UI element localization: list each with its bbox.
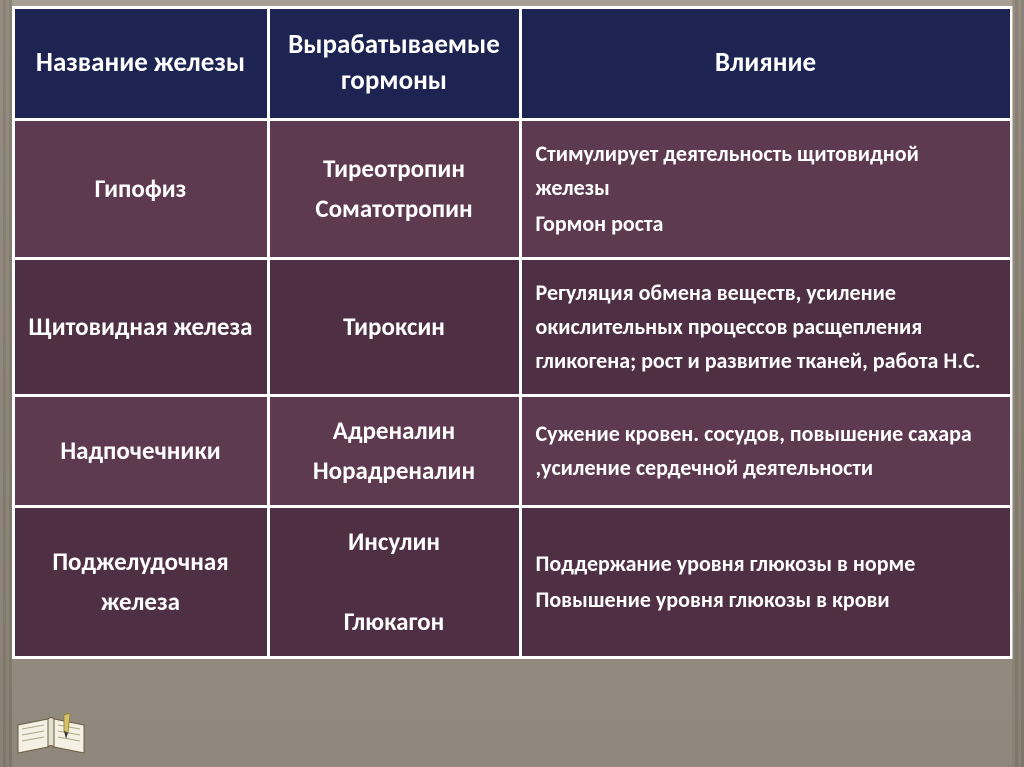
table-header-row: Название железы Вырабатываемые гормоны В… bbox=[13, 8, 1011, 120]
cell-hormones: ТиреотропинСоматотропин bbox=[268, 119, 520, 258]
cell-hormones: АдреналинНорадреналин bbox=[268, 396, 520, 507]
cell-effect: Стимулирует деятельность щитовидной желе… bbox=[520, 119, 1011, 258]
book-icon bbox=[14, 713, 88, 761]
col-header-effect: Влияние bbox=[520, 8, 1011, 120]
slide-frame: Название железы Вырабатываемые гормоны В… bbox=[0, 0, 1024, 767]
cell-effect: Поддержание уровня глюкозы в нормеПовыше… bbox=[520, 507, 1011, 658]
decor-pillar-right bbox=[1012, 0, 1024, 767]
table-row: Поджелудочная железаИнсулин ГлюкагонПодд… bbox=[13, 507, 1011, 658]
table-row: НадпочечникиАдреналинНорадреналинСужение… bbox=[13, 396, 1011, 507]
table-row: ГипофизТиреотропинСоматотропинСтимулируе… bbox=[13, 119, 1011, 258]
cell-effect: Сужение кровен. сосудов, повышение сахар… bbox=[520, 396, 1011, 507]
cell-effect: Регуляция обмена веществ, усиление окисл… bbox=[520, 259, 1011, 396]
cell-gland: Щитовидная железа bbox=[13, 259, 268, 396]
cell-gland: Надпочечники bbox=[13, 396, 268, 507]
table-row: Щитовидная железаТироксинРегуляция обмен… bbox=[13, 259, 1011, 396]
col-header-gland: Название железы bbox=[13, 8, 268, 120]
col-header-hormones: Вырабатываемые гормоны bbox=[268, 8, 520, 120]
decor-pillar-left bbox=[0, 0, 12, 767]
cell-hormones: Тироксин bbox=[268, 259, 520, 396]
cell-hormones: Инсулин Глюкагон bbox=[268, 507, 520, 658]
cell-gland: Гипофиз bbox=[13, 119, 268, 258]
table-body: ГипофизТиреотропинСоматотропинСтимулируе… bbox=[13, 119, 1011, 658]
cell-gland: Поджелудочная железа bbox=[13, 507, 268, 658]
glands-table: Название железы Вырабатываемые гормоны В… bbox=[12, 6, 1013, 659]
